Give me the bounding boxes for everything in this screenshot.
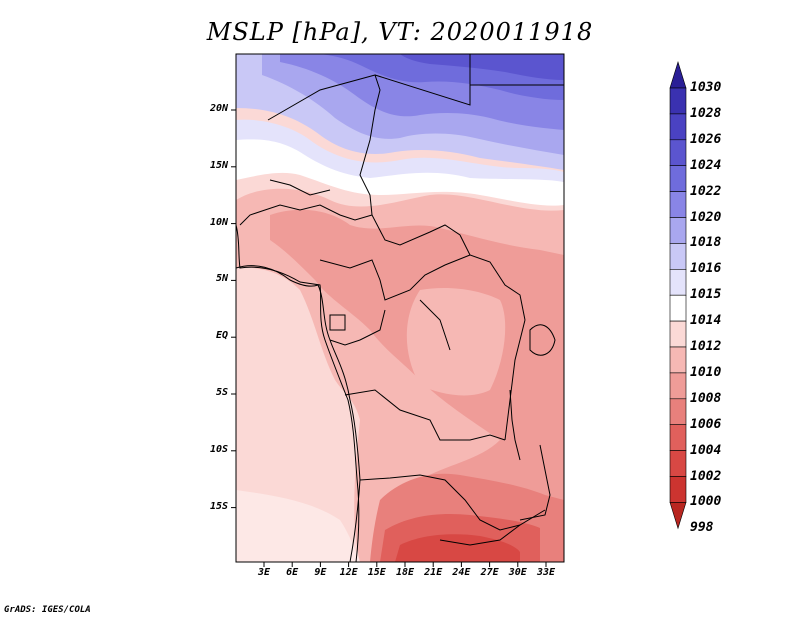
band-1016 [236,119,564,182]
lon-label: 24E [452,567,471,578]
lon-label: 27E [480,567,499,578]
colorbar-label: 1004 [690,442,722,458]
colorbar-label: 1010 [690,364,722,380]
colorbar-swatch [669,346,687,374]
colorbar-bottom-arrow [669,502,687,530]
colorbar-label: 1000 [690,494,722,510]
colorbar-label: 1008 [690,390,722,406]
lat-label: 5N [215,273,228,285]
colorbar-swatch [669,476,687,503]
grads-credit: GrADS: IGES/COLA [4,605,91,615]
colorbar-swatch [669,424,687,451]
patch-1010-congo [406,288,506,396]
lat-label: 10S [209,443,228,455]
lon-label: 15E [367,567,386,578]
lon-label: 9E [314,567,327,578]
colorbar-swatch [669,269,687,296]
colorbar-label: 1024 [690,157,722,173]
lat-label: 20N [209,103,228,114]
lon-label: 33E [536,567,556,578]
colorbar-label: 1012 [690,339,722,354]
colorbar-swatch [669,320,687,348]
colorbar-label: 1015 [690,287,722,303]
colorbar-label: 1016 [690,261,722,277]
colorbar-swatch [669,217,687,244]
lon-label: 30E [508,567,527,578]
colorbar-swatch [669,294,687,322]
lat-label: 15N [209,159,228,171]
country-borders [236,54,564,562]
lat-label: 15S [209,500,228,512]
colorbar-swatch [669,243,687,270]
colorbar-swatch [669,113,687,141]
colorbar-swatch [669,165,687,192]
lat-label: EQ [215,330,228,342]
lat-label: 10N [209,216,228,228]
lon-label: 3E [257,567,271,578]
colorbar-swatch [669,372,687,400]
band-1026 [400,54,564,80]
lon-label: 21E [424,567,443,578]
colorbar-label: 1020 [690,209,722,225]
colorbar-label: 1018 [690,235,722,251]
colorbar-swatch [669,87,687,115]
colorbar-label: 998 [690,520,714,536]
band-1002 [395,534,520,562]
colorbar-label: 1014 [690,313,722,329]
colorbar-label: 1006 [690,416,722,432]
colorbar-top-arrow [669,60,687,89]
lon-label: 18E [395,567,415,578]
colorbar-swatch [669,398,687,425]
colorbar-label: 1002 [690,468,722,484]
axis-ticks [231,109,547,567]
colorbar-label: 1026 [690,131,722,147]
lat-label: 5S [215,387,228,398]
chart-title: MSLP [hPa], VT: 2020011918 [206,18,594,46]
lon-label: 6E [286,567,299,578]
colorbar-label: 1022 [690,183,722,199]
plot-frame [235,53,565,563]
colorbar-swatch [669,139,687,167]
colorbar [669,60,687,530]
colorbar-label: 1028 [690,105,722,121]
lon-label: 12E [339,567,358,578]
coastline [236,224,360,562]
colorbar-swatch [669,191,687,218]
pressure-field [236,54,564,562]
colorbar-label: 1030 [690,80,722,95]
band-1014-ocean [236,490,360,562]
colorbar-swatch [669,450,687,477]
